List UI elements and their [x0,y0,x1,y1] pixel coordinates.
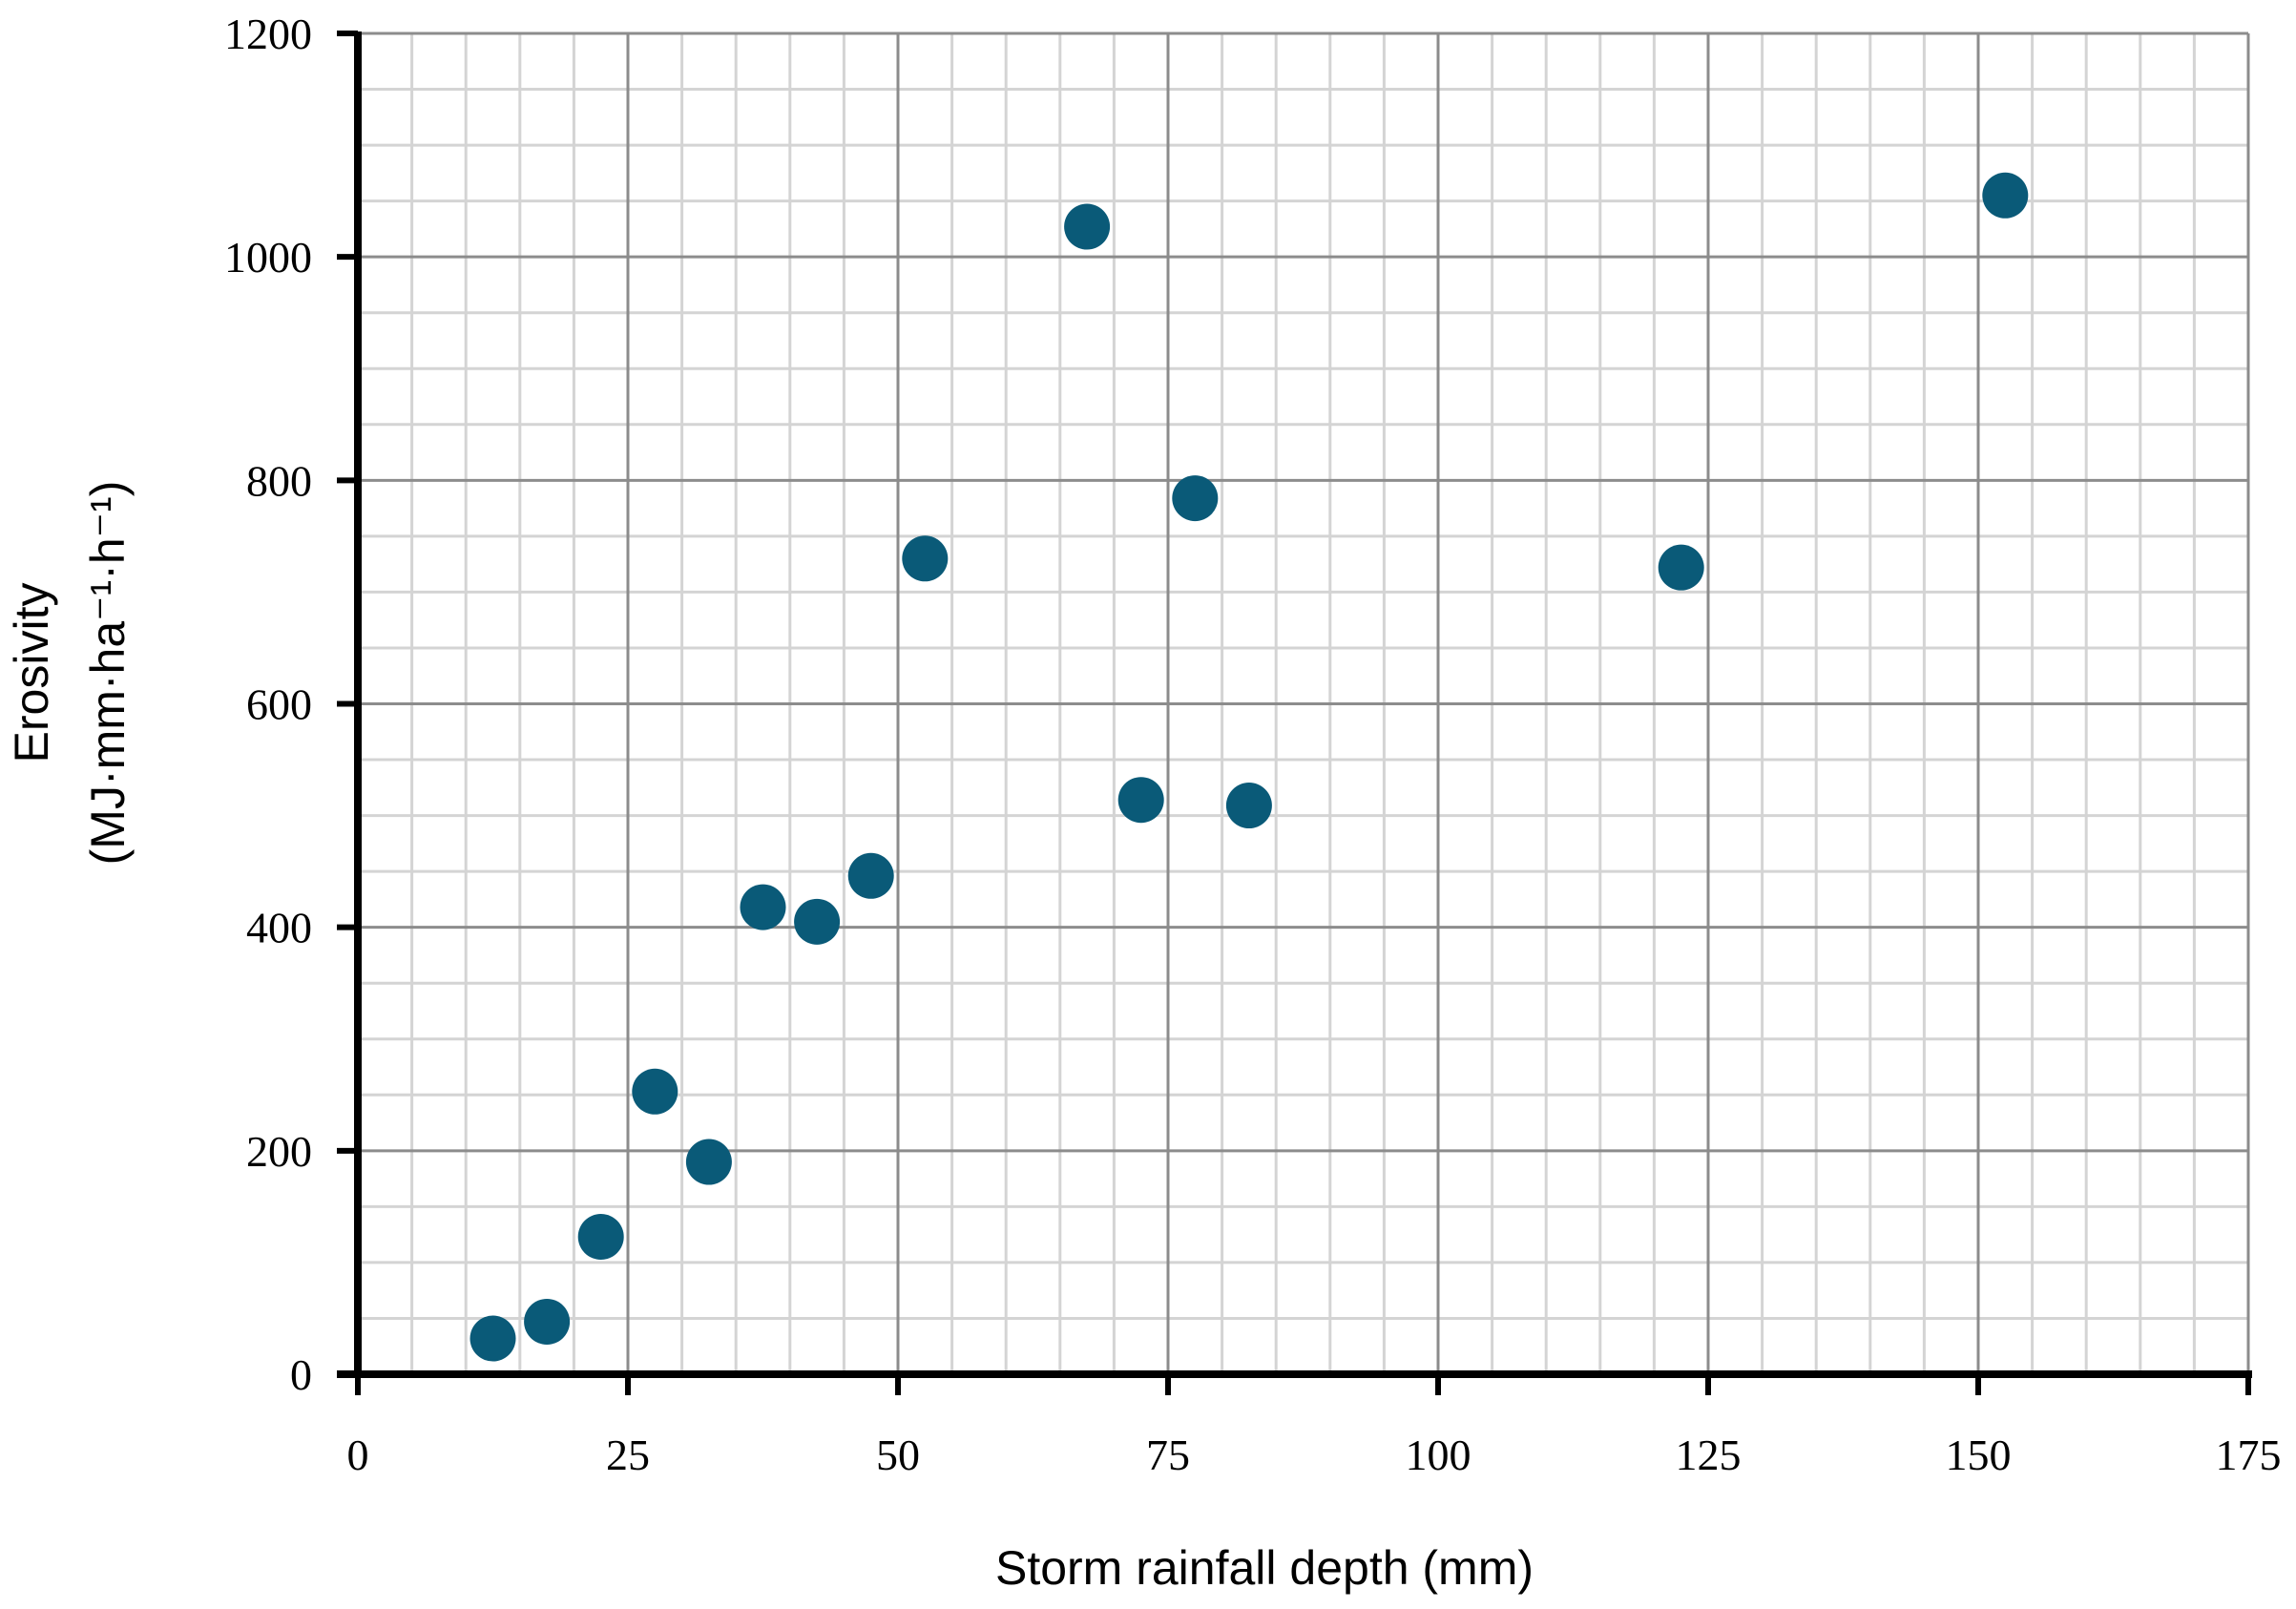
data-point [577,1213,624,1260]
data-point [1982,172,2029,219]
data-point [1172,475,1219,522]
data-points [470,172,2029,1362]
y-axis-title-line2: (MJ·mm·ha⁻¹·h⁻¹) [81,481,135,866]
data-point [740,884,786,930]
x-tick-labels: 0 25 50 75 100 125 150 175 [347,1431,2282,1479]
data-point [470,1315,516,1362]
x-tick-label: 100 [1406,1431,1472,1479]
data-point [847,852,894,899]
x-tick-label: 0 [347,1431,369,1479]
data-point [685,1139,732,1185]
axes [337,31,2252,1395]
x-axis-title: Storm rainfall depth (mm) [995,1541,1534,1595]
x-tick-label: 175 [2216,1431,2282,1479]
y-axis-title-line1: Erosivity [5,583,58,763]
y-tick-label: 0 [290,1350,312,1399]
data-point [902,535,949,582]
y-tick-label: 400 [246,904,312,952]
major-gridlines [358,31,2250,1374]
y-axis-title: Erosivity (MJ·mm·ha⁻¹·h⁻¹) [5,481,135,866]
y-tick-label: 200 [246,1127,312,1176]
data-point [1064,203,1111,250]
data-point [1225,783,1272,829]
y-tick-label: 800 [246,456,312,505]
x-tick-label: 25 [606,1431,650,1479]
data-point [524,1298,571,1345]
data-point [794,898,841,945]
x-tick-label: 125 [1676,1431,1742,1479]
x-tick-label: 75 [1146,1431,1190,1479]
data-point [1117,777,1164,824]
data-point [1658,544,1704,591]
y-tick-labels: 0 200 400 600 800 1000 1200 [224,10,312,1399]
data-point [632,1068,678,1115]
x-tick-label: 150 [1946,1431,2012,1479]
y-tick-label: 1200 [224,10,312,58]
x-tick-label: 50 [876,1431,920,1479]
y-tick-label: 600 [246,680,312,729]
y-tick-label: 1000 [224,233,312,282]
